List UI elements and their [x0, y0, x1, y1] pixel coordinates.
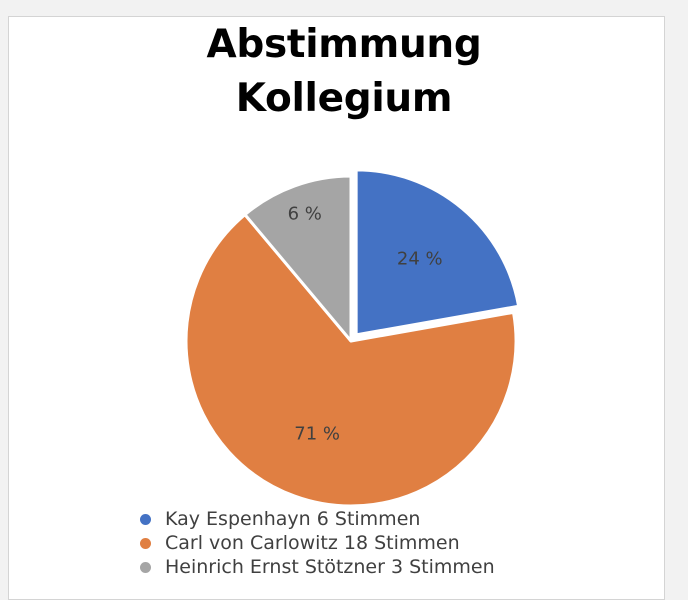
legend-item-carl-von-carlowitz: Carl von Carlowitz 18 Stimmen — [140, 531, 495, 555]
pie-data-label-2: 6 % — [288, 203, 322, 224]
chart-legend: Kay Espenhayn 6 Stimmen Carl von Carlowi… — [140, 507, 495, 579]
legend-dot-orange — [140, 537, 151, 549]
legend-dot-blue — [140, 513, 151, 525]
legend-item-heinrich-ernst-stoetzner: Heinrich Ernst Stötzner 3 Stimmen — [140, 555, 495, 579]
legend-item-kay-espenhayn: Kay Espenhayn 6 Stimmen — [140, 507, 495, 531]
pie-slice-1 — [184, 213, 518, 508]
chart-title: Abstimmung Kollegium — [0, 18, 688, 126]
pie-slice-0 — [354, 168, 521, 337]
legend-dot-gray — [140, 561, 151, 573]
legend-label: Kay Espenhayn 6 Stimmen — [165, 508, 421, 530]
pie-data-label-1: 71 % — [294, 424, 340, 445]
legend-label: Carl von Carlowitz 18 Stimmen — [165, 532, 460, 554]
pie-data-label-0: 24 % — [397, 249, 443, 270]
legend-label: Heinrich Ernst Stötzner 3 Stimmen — [165, 556, 495, 578]
chart-title-line-1: Abstimmung — [206, 22, 482, 67]
chart-title-line-2: Kollegium — [235, 76, 453, 121]
pie-slice-2 — [243, 174, 353, 343]
